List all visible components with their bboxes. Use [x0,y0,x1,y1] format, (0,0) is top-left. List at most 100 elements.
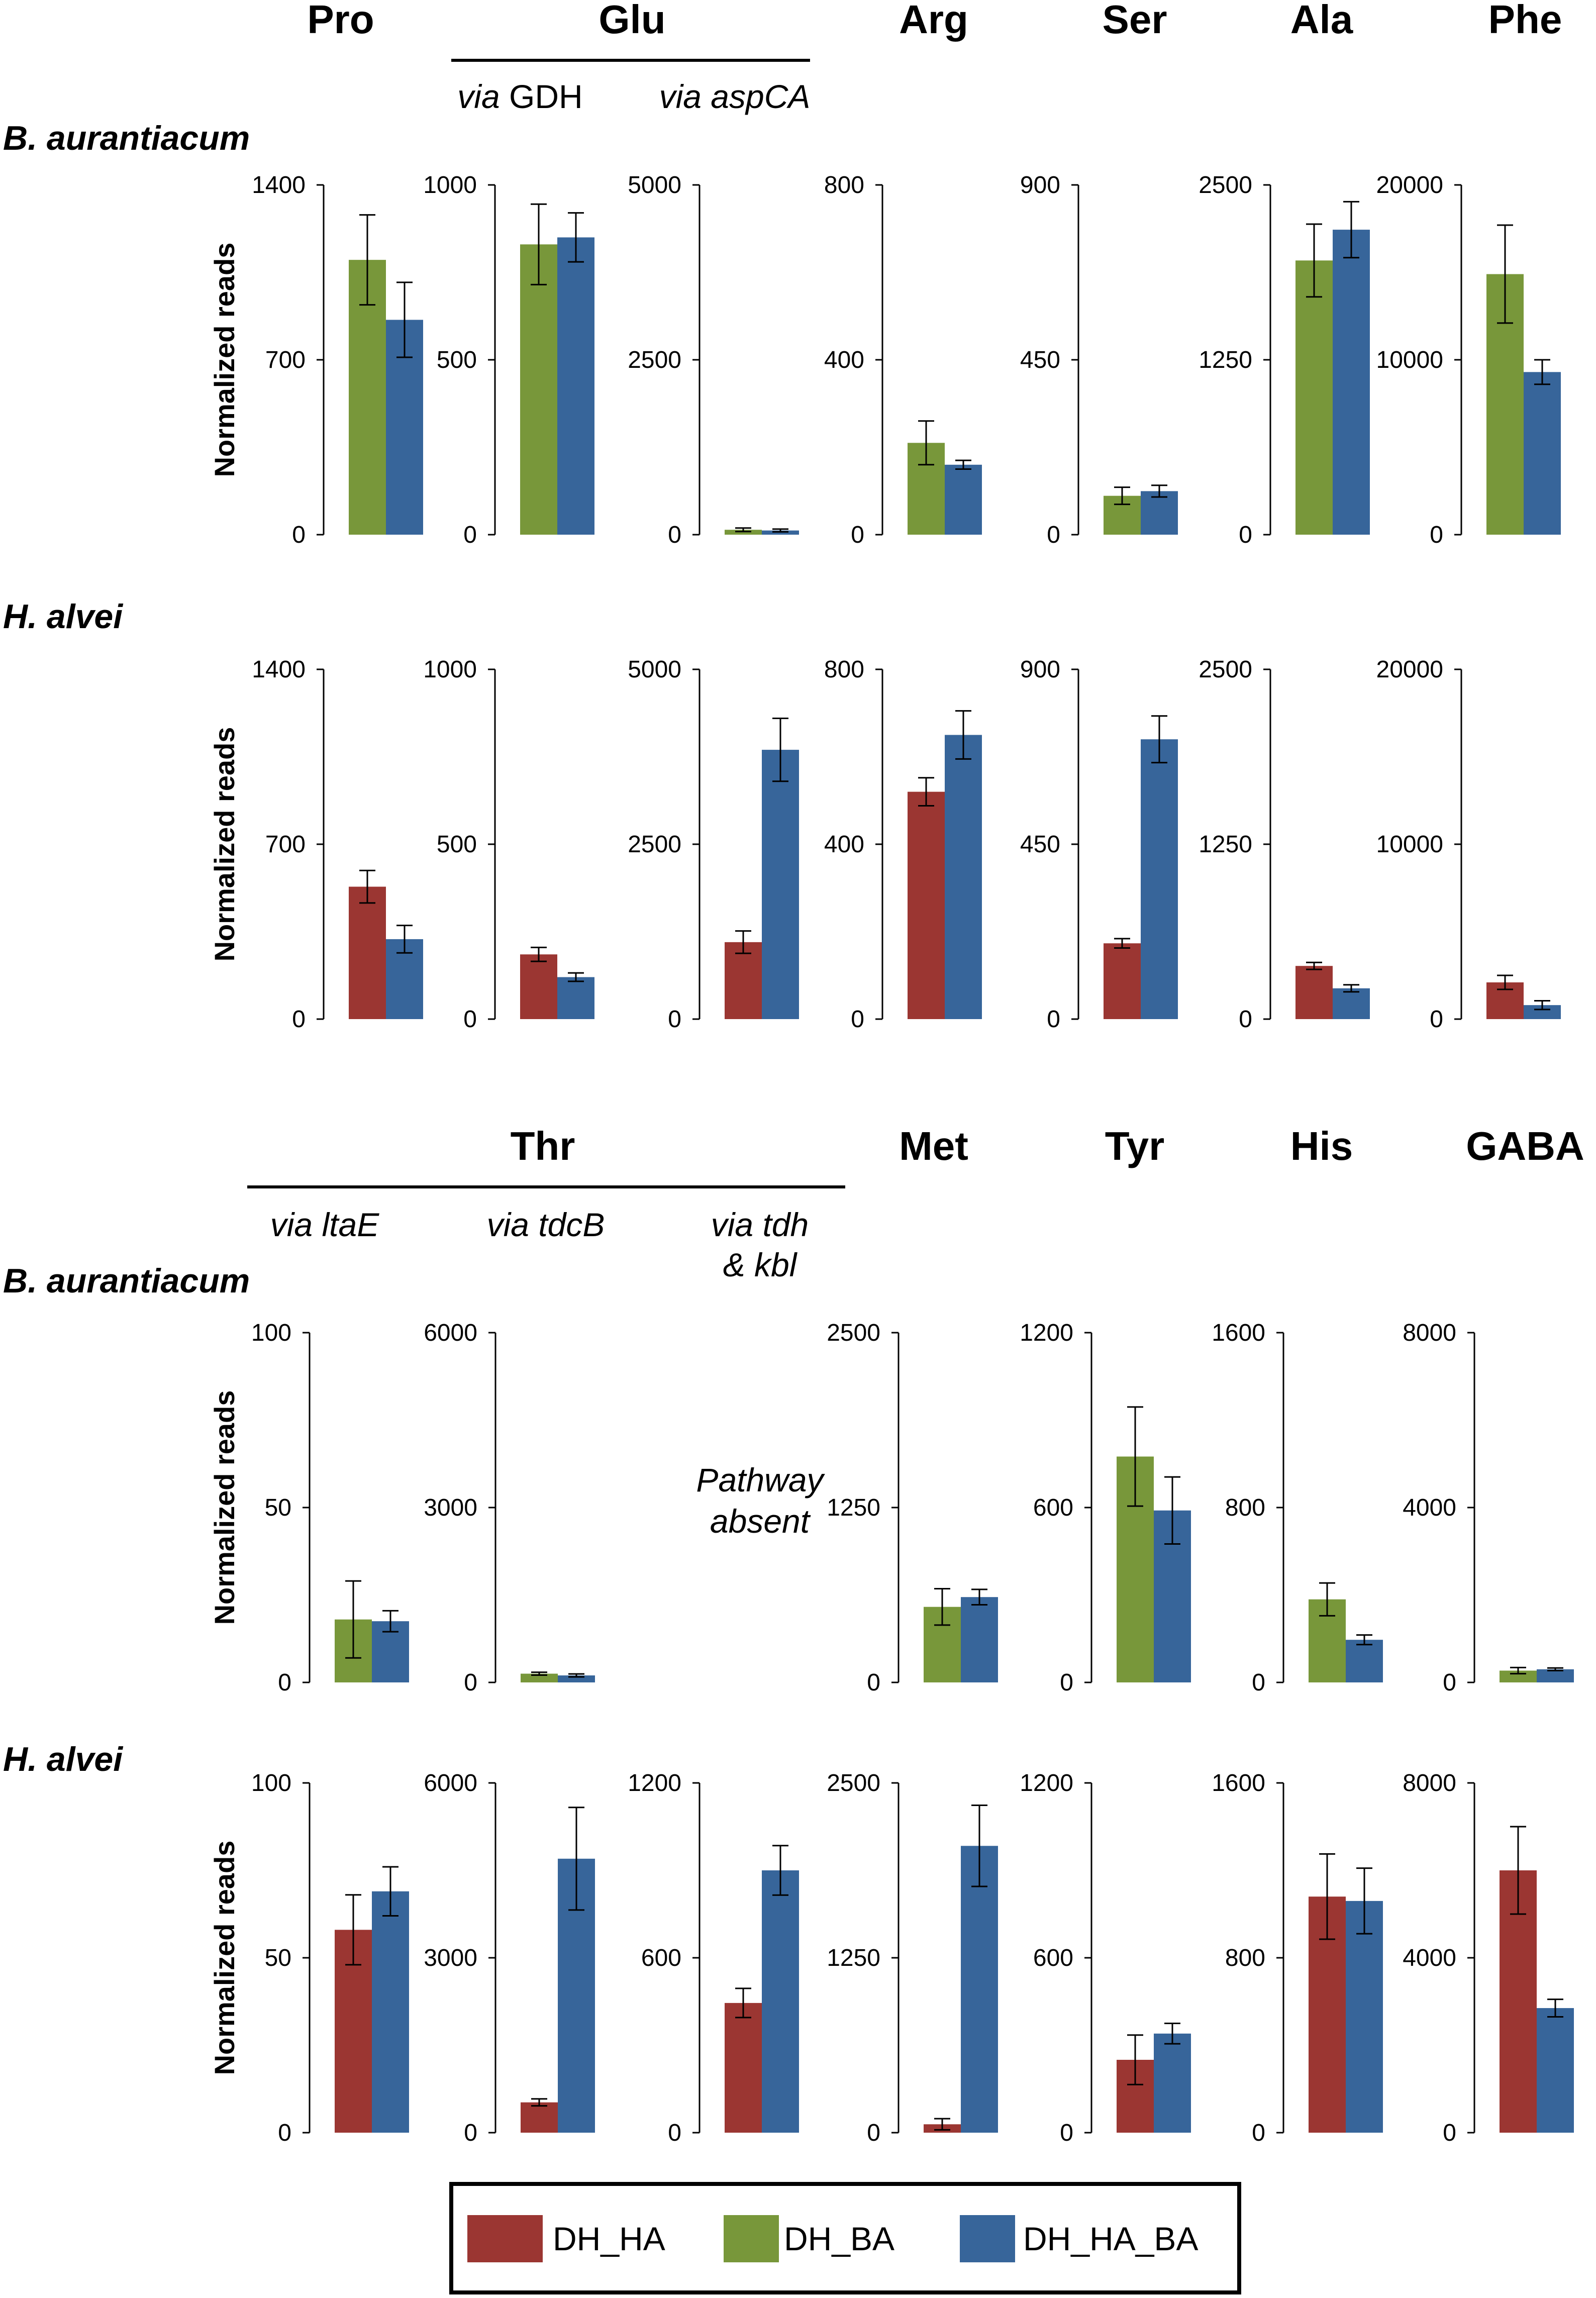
tick-label-h-alvei-gaba: 8000 [1403,1770,1456,1796]
tick-label-b-aurantiacum-gaba: 8000 [1403,1320,1456,1346]
thr-subheader-kbl: & kbl [723,1246,798,1283]
tick-label-h-alvei-pro: 1400 [252,656,306,683]
header-thr: Thr [511,1124,575,1168]
y-axis-title-b-aurantiacum-pro: Normalized reads [209,243,240,477]
bar-dh-ha-ba-h-alvei-glu-via-aspca [762,750,799,1019]
tick-label-b-aurantiacum-phe: 0 [1430,522,1443,548]
bar-dh-ba-b-aurantiacum-ala [1295,260,1333,535]
header-gaba: GABA [1466,1124,1584,1168]
tick-label-b-aurantiacum-glu-via-aspca: 0 [668,522,681,548]
bar-dh-ha-ba-b-aurantiacum-phe [1524,372,1561,535]
bar-dh-ha-ba-h-alvei-thr-via-ltae [372,1891,409,2133]
species-label-top-h-alvei: H. alvei [3,597,124,636]
legend: DH_HA DH_BA DH_HA_BA [449,2182,1241,2294]
tick-label-h-alvei-tyr: 600 [1033,1945,1073,1971]
legend-label-dh-ba: DH_BA [784,2220,894,2257]
pathway-absent-note-line1: Pathway [696,1461,825,1498]
tick-label-h-alvei-thr-via-tdh-kbl: 600 [641,1945,681,1971]
bar-dh-ha-ba-b-aurantiacum-met [961,1597,998,1682]
bar-dh-ha-ba-h-alvei-met [961,1846,998,2133]
tick-label-h-alvei-gaba: 0 [1443,2120,1456,2146]
bar-dh-ha-h-alvei-ser [1104,943,1141,1019]
tick-label-b-aurantiacum-thr-via-ltae: 100 [251,1320,291,1346]
tick-label-b-aurantiacum-his: 800 [1225,1494,1265,1521]
bar-dh-ba-b-aurantiacum-gaba [1500,1670,1537,1682]
tick-label-b-aurantiacum-glu-via-aspca: 2500 [628,347,681,373]
thr-subheader-tdh: via tdh [711,1206,809,1243]
tick-label-b-aurantiacum-arg: 400 [824,347,864,373]
tick-label-h-alvei-gaba: 4000 [1403,1945,1456,1971]
bar-dh-ha-ba-b-aurantiacum-his [1346,1640,1383,1682]
legend-swatch-dh-ba [724,2215,779,2262]
tick-label-h-alvei-glu-via-aspca: 2500 [628,831,681,858]
tick-label-h-alvei-ala: 2500 [1199,656,1252,683]
tick-label-b-aurantiacum-phe: 10000 [1376,347,1443,373]
header-pro: Pro [307,0,374,42]
tick-label-b-aurantiacum-ala: 0 [1239,522,1252,548]
bar-dh-ha-ba-h-alvei-ser [1141,739,1178,1019]
tick-label-h-alvei-glu-via-gdh: 500 [437,831,477,858]
bar-dh-ha-ba-h-alvei-gaba [1537,2008,1574,2133]
tick-label-b-aurantiacum-arg: 800 [824,172,864,198]
tick-label-b-aurantiacum-glu-via-gdh: 1000 [423,172,477,198]
tick-label-h-alvei-glu-via-aspca: 5000 [628,656,681,683]
tick-label-h-alvei-glu-via-aspca: 0 [668,1006,681,1033]
bar-dh-ha-ba-h-alvei-arg [945,735,982,1019]
bar-dh-ha-h-alvei-glu-via-gdh [520,954,557,1019]
tick-label-h-alvei-glu-via-gdh: 0 [463,1006,477,1033]
bar-dh-ba-b-aurantiacum-glu-via-gdh [520,244,557,535]
tick-label-b-aurantiacum-his: 0 [1252,1669,1265,1696]
tick-label-h-alvei-phe: 20000 [1376,656,1443,683]
glu-subheader-gdh: via GDH [457,78,582,115]
header-ala: Ala [1290,0,1353,42]
header-met: Met [899,1124,968,1168]
pathway-absent-note-line2: absent [710,1503,811,1540]
tick-label-h-alvei-ala: 0 [1239,1006,1252,1033]
tick-label-b-aurantiacum-glu-via-gdh: 0 [463,522,477,548]
legend-swatch-dh-ha-ba [960,2215,1015,2262]
header-tyr: Tyr [1105,1124,1165,1168]
tick-label-b-aurantiacum-glu-via-gdh: 500 [437,347,477,373]
tick-label-h-alvei-tyr: 1200 [1020,1770,1073,1796]
y-axis-title-h-alvei-thr-via-ltae: Normalized reads [209,1841,240,2075]
bar-dh-ha-h-alvei-arg [908,791,945,1019]
legend-swatch-dh-ha [467,2215,543,2262]
tick-label-b-aurantiacum-ser: 900 [1020,172,1060,198]
tick-label-h-alvei-thr-via-tdh-kbl: 0 [668,2120,681,2146]
tick-label-h-alvei-pro: 700 [265,831,306,858]
tick-label-b-aurantiacum-thr-via-tdcb: 6000 [424,1320,477,1346]
bar-dh-ha-ba-b-aurantiacum-arg [945,464,982,535]
tick-label-h-alvei-arg: 800 [824,656,864,683]
tick-label-h-alvei-ser: 450 [1020,831,1060,858]
tick-label-h-alvei-thr-via-tdcb: 0 [464,2120,477,2146]
tick-label-b-aurantiacum-his: 1600 [1212,1320,1265,1346]
tick-label-b-aurantiacum-pro: 0 [292,522,306,548]
bar-dh-ha-ba-b-aurantiacum-ala [1333,230,1370,535]
legend-box [449,2182,1241,2294]
tick-label-b-aurantiacum-glu-via-aspca: 5000 [628,172,681,198]
tick-label-h-alvei-glu-via-gdh: 1000 [423,656,477,683]
tick-label-h-alvei-his: 0 [1252,2120,1265,2146]
tick-label-b-aurantiacum-phe: 20000 [1376,172,1443,198]
y-axis-title-h-alvei-pro: Normalized reads [209,727,240,962]
tick-label-h-alvei-thr-via-tdcb: 3000 [424,1945,477,1971]
tick-label-h-alvei-met: 2500 [827,1770,880,1796]
tick-label-b-aurantiacum-ser: 0 [1047,522,1060,548]
bar-dh-ha-ba-h-alvei-his [1346,1901,1383,2133]
bar-dh-ha-ba-b-aurantiacum-glu-via-gdh [557,237,594,535]
bar-dh-ha-ba-h-alvei-glu-via-gdh [557,977,594,1019]
tick-label-b-aurantiacum-pro: 700 [265,347,306,373]
header-glu: Glu [598,0,665,42]
tick-label-b-aurantiacum-ser: 450 [1020,347,1060,373]
tick-label-h-alvei-met: 1250 [827,1945,880,1971]
tick-label-h-alvei-pro: 0 [292,1006,306,1033]
thr-subheader-tdcb: via tdcB [487,1206,605,1243]
tick-label-b-aurantiacum-ala: 2500 [1199,172,1252,198]
tick-label-b-aurantiacum-met: 1250 [827,1494,880,1521]
tick-label-b-aurantiacum-ala: 1250 [1199,347,1252,373]
tick-label-b-aurantiacum-thr-via-tdcb: 3000 [424,1494,477,1521]
tick-label-b-aurantiacum-tyr: 600 [1033,1494,1073,1521]
species-label-bottom-h-alvei: H. alvei [3,1740,124,1778]
